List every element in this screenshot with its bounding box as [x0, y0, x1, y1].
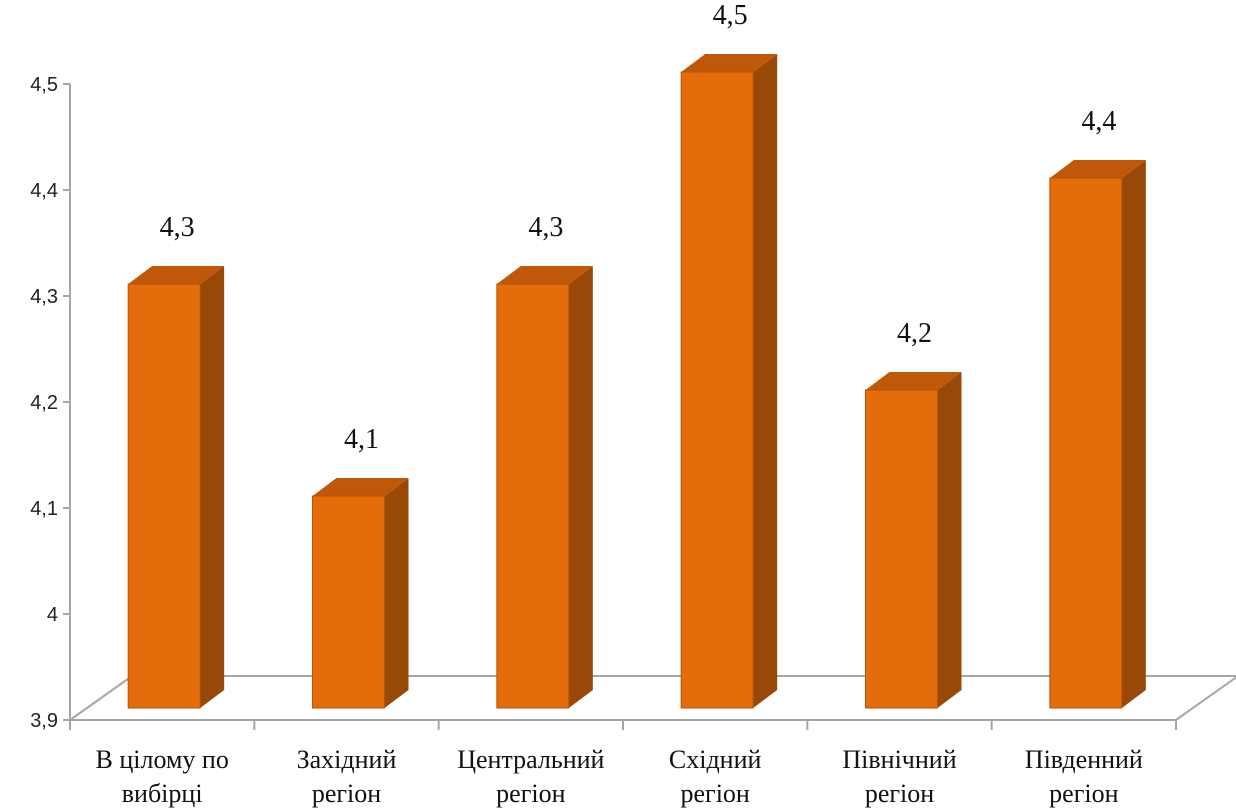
bar-top-face — [1049, 160, 1146, 178]
data-label: 4,3 — [160, 212, 195, 243]
bar — [127, 283, 201, 709]
y-tick-label: 3,9 — [30, 710, 58, 732]
bars-group — [127, 54, 1146, 709]
bar-side-face — [384, 478, 409, 708]
data-label: 4,4 — [1081, 106, 1116, 137]
bar-side-face — [200, 266, 225, 708]
x-category-label: Західний — [297, 745, 397, 774]
bar-side-face — [1121, 160, 1146, 708]
data-label: 4,2 — [897, 318, 932, 349]
y-tick-label: 4 — [47, 604, 58, 626]
x-category-label: В цілому по — [96, 745, 229, 774]
x-category-label: регіон — [312, 779, 381, 808]
x-category-label: Північний — [842, 745, 956, 774]
bar-top-face — [496, 266, 593, 284]
bar — [496, 283, 570, 709]
bar-top-face — [128, 266, 225, 284]
x-category-label: регіон — [680, 779, 749, 808]
bar-side-face — [753, 54, 778, 708]
x-category-label: регіон — [496, 779, 565, 808]
y-tick-label: 4,2 — [30, 392, 58, 414]
bar-side-face — [937, 372, 962, 708]
bar — [1049, 177, 1123, 709]
data-label: 4,1 — [344, 424, 379, 455]
x-category-label: Південний — [1025, 745, 1143, 774]
y-axis: 3,9 4 4,1 4,2 4,3 4,4 4,5 — [30, 74, 71, 732]
x-category-label: Центральний — [457, 745, 604, 774]
x-category-label: регіон — [1049, 779, 1118, 808]
y-tick-label: 4,5 — [30, 74, 58, 96]
data-label: 4,3 — [528, 212, 563, 243]
y-tick-label: 4,1 — [30, 498, 58, 520]
data-labels-group: 4,3 4,1 4,3 4,5 4,2 4,4 — [160, 0, 1117, 455]
x-category-label: регіон — [865, 779, 934, 808]
bar-top-face — [865, 372, 962, 390]
bar-side-face — [568, 266, 593, 708]
x-axis: В цілому по вибірці Західний регіон Централь… — [69, 719, 1177, 808]
x-category-label: вибірці — [122, 779, 203, 808]
data-label: 4,5 — [713, 0, 748, 31]
bar-top-face — [312, 478, 409, 496]
y-tick-label: 4,4 — [30, 180, 58, 202]
bar — [865, 389, 938, 709]
bar — [680, 71, 754, 709]
x-category-label: Східний — [669, 745, 762, 774]
y-tick-label: 4,3 — [30, 286, 58, 308]
bar-top-face — [681, 54, 778, 72]
bar — [312, 495, 385, 709]
